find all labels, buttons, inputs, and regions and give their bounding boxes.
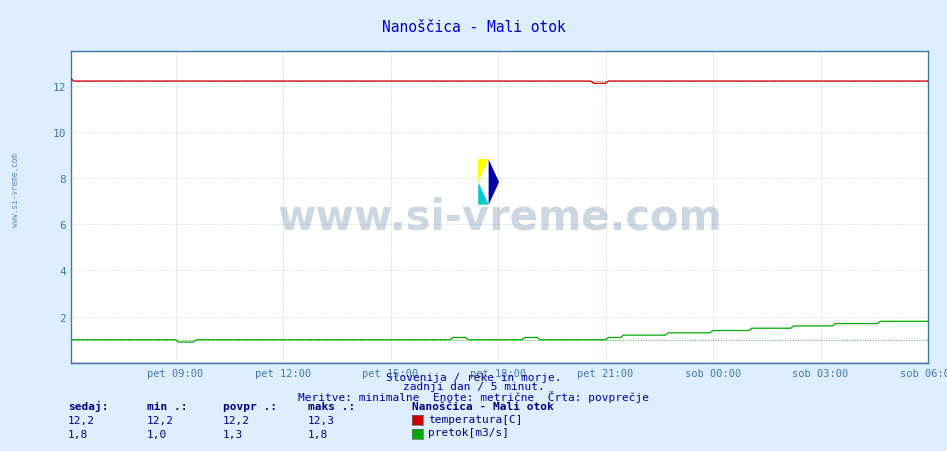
Text: 12,2: 12,2 [223,415,250,425]
Text: temperatura[C]: temperatura[C] [428,414,523,423]
Text: 12,2: 12,2 [68,415,96,425]
Text: Nanoščica - Mali otok: Nanoščica - Mali otok [382,20,565,35]
Text: maks .:: maks .: [308,401,355,411]
Text: 1,3: 1,3 [223,428,242,438]
Polygon shape [478,183,489,205]
Text: pretok[m3/s]: pretok[m3/s] [428,427,509,437]
Text: 1,8: 1,8 [308,428,328,438]
Text: 1,8: 1,8 [68,428,88,438]
Text: Meritve: minimalne  Enote: metrične  Črta: povprečje: Meritve: minimalne Enote: metrične Črta:… [298,390,649,402]
Text: sedaj:: sedaj: [68,400,109,411]
Text: www.si-vreme.com: www.si-vreme.com [11,152,21,226]
Text: www.si-vreme.com: www.si-vreme.com [277,196,722,238]
Text: 12,2: 12,2 [147,415,174,425]
Text: 12,3: 12,3 [308,415,335,425]
Text: min .:: min .: [147,401,188,411]
Polygon shape [489,160,499,205]
Text: zadnji dan / 5 minut.: zadnji dan / 5 minut. [402,381,545,391]
Polygon shape [478,160,489,183]
Text: 1,0: 1,0 [147,428,167,438]
Text: Slovenija / reke in morje.: Slovenija / reke in morje. [385,372,562,382]
Text: povpr .:: povpr .: [223,401,277,411]
Text: Nanoščica - Mali otok: Nanoščica - Mali otok [412,401,554,411]
